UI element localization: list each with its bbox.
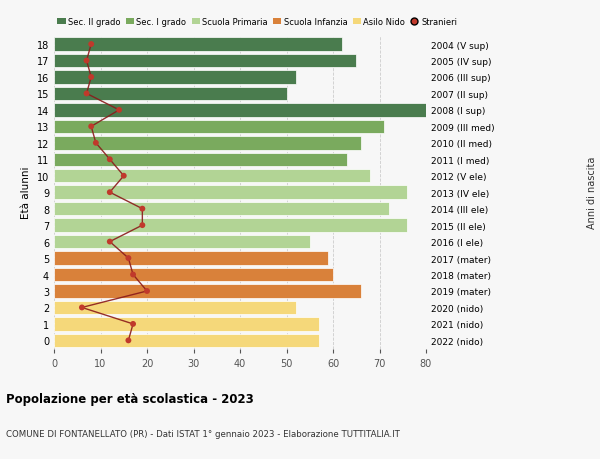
Bar xyxy=(54,318,319,331)
Point xyxy=(142,288,152,295)
Point xyxy=(115,107,124,114)
Point xyxy=(128,271,138,279)
Bar xyxy=(54,285,361,298)
Bar xyxy=(54,186,407,200)
Bar xyxy=(54,268,333,282)
Point xyxy=(82,58,91,65)
Legend: Sec. II grado, Sec. I grado, Scuola Primaria, Scuola Infanzia, Asilo Nido, Stran: Sec. II grado, Sec. I grado, Scuola Prim… xyxy=(54,15,460,30)
Bar xyxy=(54,170,370,183)
Bar xyxy=(54,104,426,118)
Bar xyxy=(54,153,347,167)
Bar xyxy=(54,202,389,216)
Point xyxy=(86,123,96,131)
Bar xyxy=(54,120,384,134)
Bar xyxy=(54,252,328,265)
Point xyxy=(137,222,147,230)
Text: Popolazione per età scolastica - 2023: Popolazione per età scolastica - 2023 xyxy=(6,392,254,405)
Point xyxy=(86,41,96,49)
Bar xyxy=(54,88,287,101)
Text: COMUNE DI FONTANELLATO (PR) - Dati ISTAT 1° gennaio 2023 - Elaborazione TUTTITAL: COMUNE DI FONTANELLATO (PR) - Dati ISTAT… xyxy=(6,429,400,438)
Bar xyxy=(54,235,310,249)
Point xyxy=(119,173,128,180)
Point xyxy=(105,156,115,163)
Point xyxy=(124,337,133,344)
Y-axis label: Età alunni: Età alunni xyxy=(21,167,31,219)
Bar xyxy=(54,55,356,68)
Bar xyxy=(54,71,296,84)
Point xyxy=(124,255,133,262)
Bar xyxy=(54,38,342,52)
Point xyxy=(137,206,147,213)
Point xyxy=(91,140,101,147)
Point xyxy=(82,90,91,98)
Bar xyxy=(54,137,361,150)
Bar xyxy=(54,219,407,232)
Point xyxy=(105,189,115,196)
Text: Anni di nascita: Anni di nascita xyxy=(587,157,597,229)
Point xyxy=(105,238,115,246)
Point xyxy=(86,74,96,81)
Point xyxy=(128,320,138,328)
Point xyxy=(77,304,87,312)
Bar xyxy=(54,334,319,347)
Bar xyxy=(54,301,296,314)
